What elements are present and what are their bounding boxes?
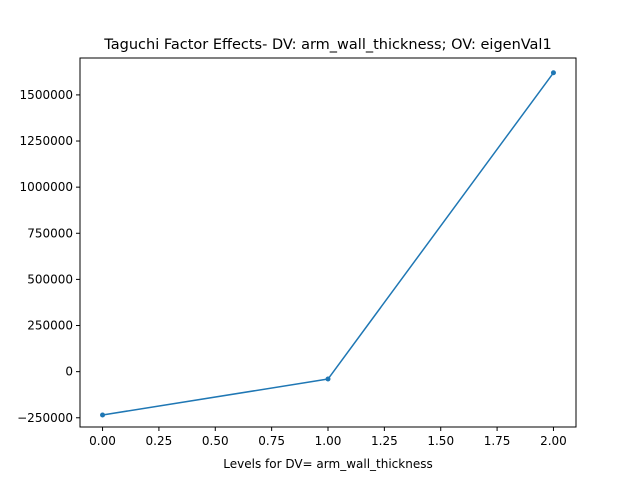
x-tick-label: 1.25: [371, 434, 398, 448]
chart-title: Taguchi Factor Effects- DV: arm_wall_thi…: [103, 37, 551, 53]
x-axis: 0.00 0.25 0.50 0.75 1.00 1.25 1.50 1.75 2.00: [89, 427, 567, 448]
x-tick-label: 0.75: [258, 434, 285, 448]
y-tick-label: 250000: [27, 319, 73, 333]
y-tick-label: 0: [65, 365, 73, 379]
data-point: [100, 412, 106, 418]
y-axis: −250000 0 250000 500000 750000 1000000 1250000…: [17, 88, 80, 425]
y-tick-label: 500000: [27, 272, 73, 286]
x-tick-label: 1.75: [484, 434, 511, 448]
plot-background: [80, 58, 576, 427]
data-point: [550, 70, 556, 76]
x-tick-label: 1.50: [427, 434, 454, 448]
y-tick-label: 1250000: [20, 134, 73, 148]
y-tick-label: −250000: [17, 411, 73, 425]
x-tick-label: 0.50: [202, 434, 229, 448]
series-layer: [100, 70, 556, 418]
y-tick-label: 1000000: [20, 180, 73, 194]
data-point: [325, 376, 331, 382]
x-tick-label: 2.00: [540, 434, 567, 448]
x-tick-label: 0.25: [146, 434, 173, 448]
y-tick-label: 1500000: [20, 88, 73, 102]
x-tick-label: 1.00: [315, 434, 342, 448]
x-tick-label: 0.00: [89, 434, 116, 448]
plot-area: 0.00 0.25 0.50 0.75 1.00 1.25 1.50 1.75 2.00 −25…: [17, 57, 577, 448]
plot-frame: [79, 57, 577, 428]
y-tick-label: 750000: [27, 226, 73, 240]
x-axis-label: Levels for DV= arm_wall_thickness: [223, 457, 432, 471]
